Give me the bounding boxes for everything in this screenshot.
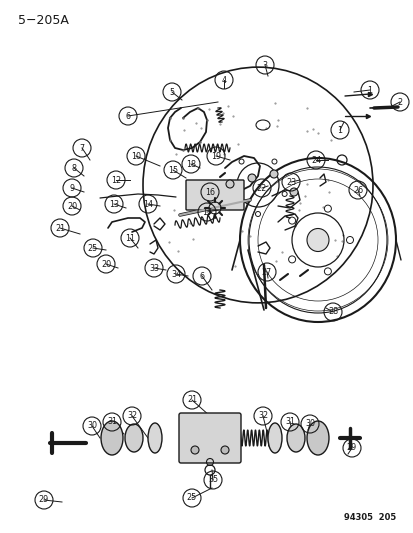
Text: 12: 12	[111, 175, 121, 184]
Text: 30: 30	[87, 422, 97, 431]
Text: 34: 34	[171, 270, 180, 279]
Ellipse shape	[190, 446, 199, 454]
Text: 2: 2	[396, 98, 401, 107]
Text: 5−205A: 5−205A	[18, 14, 69, 27]
Ellipse shape	[225, 180, 233, 188]
Text: 31: 31	[284, 417, 294, 426]
Ellipse shape	[267, 423, 281, 453]
Text: 24: 24	[310, 156, 320, 165]
Text: 1: 1	[367, 85, 372, 94]
Text: 31: 31	[107, 417, 117, 426]
Text: 4: 4	[221, 76, 226, 85]
Text: 8: 8	[71, 164, 76, 173]
Text: 35: 35	[207, 475, 218, 484]
Text: 21: 21	[55, 223, 65, 232]
Text: 22: 22	[256, 183, 266, 192]
Text: 11: 11	[125, 233, 135, 243]
Text: 6: 6	[125, 111, 130, 120]
Text: 94305  205: 94305 205	[343, 513, 395, 522]
Text: 18: 18	[185, 159, 195, 168]
Text: 23: 23	[285, 177, 295, 187]
Text: 10: 10	[131, 151, 141, 160]
Text: 19: 19	[211, 151, 221, 160]
Text: 32: 32	[257, 411, 267, 421]
Ellipse shape	[147, 423, 161, 453]
Text: 32: 32	[127, 411, 137, 421]
Text: 16: 16	[204, 188, 214, 197]
Ellipse shape	[221, 446, 228, 454]
Ellipse shape	[286, 424, 304, 452]
Ellipse shape	[306, 421, 328, 455]
Text: 17: 17	[202, 207, 211, 216]
Text: 27: 27	[261, 268, 271, 277]
Text: 26: 26	[352, 185, 362, 195]
Ellipse shape	[289, 188, 297, 196]
Text: 9: 9	[69, 183, 74, 192]
Text: 14: 14	[142, 199, 153, 208]
Text: 30: 30	[304, 419, 314, 429]
Ellipse shape	[247, 174, 255, 182]
Ellipse shape	[269, 170, 277, 178]
Text: 25: 25	[88, 244, 98, 253]
Text: 33: 33	[149, 263, 159, 272]
Text: 1: 1	[337, 125, 342, 134]
Text: 20: 20	[101, 260, 111, 269]
Text: 7: 7	[79, 143, 84, 152]
Text: 6: 6	[199, 271, 204, 280]
FancyBboxPatch shape	[185, 180, 243, 210]
Text: 25: 25	[186, 494, 197, 503]
Text: 20: 20	[67, 201, 77, 211]
Ellipse shape	[101, 421, 123, 455]
Ellipse shape	[125, 424, 142, 452]
Text: 29: 29	[346, 443, 356, 453]
Text: 29: 29	[39, 496, 49, 505]
Text: 21: 21	[187, 395, 197, 405]
Text: 15: 15	[168, 166, 178, 174]
Text: 28: 28	[327, 308, 337, 317]
Text: 5: 5	[169, 87, 174, 96]
FancyBboxPatch shape	[178, 413, 240, 463]
Text: 13: 13	[109, 199, 119, 208]
Ellipse shape	[306, 229, 328, 252]
Text: 3: 3	[262, 61, 267, 69]
